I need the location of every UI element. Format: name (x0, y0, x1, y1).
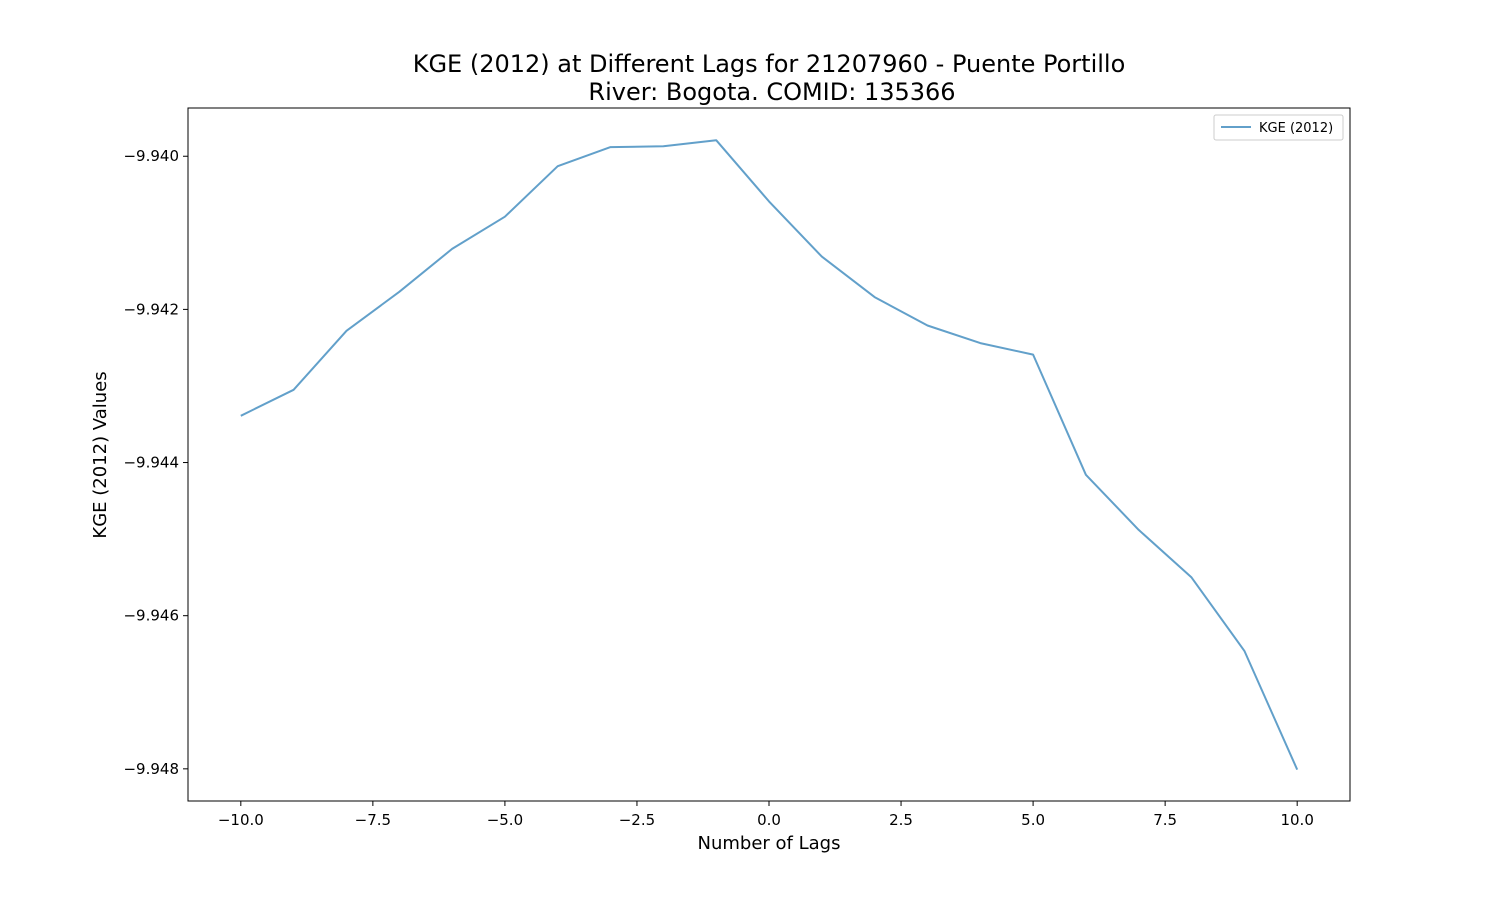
series-line-0 (240, 139, 1299, 771)
x-tick-label: 0.0 (757, 811, 781, 829)
y-tick-label: −9.942 (123, 300, 179, 318)
chart-title-line-1: KGE (2012) at Different Lags for 2120796… (413, 50, 1126, 78)
legend-label: KGE (2012) (1259, 121, 1333, 136)
x-axis: −10.0 −7.5 −5.0 −2.5 0.0 2.5 5.0 7.5 10.0 (218, 801, 1314, 829)
plot-frame (187, 107, 1351, 802)
x-tick-label: 10.0 (1280, 811, 1313, 829)
chart-title-line-2: River: Bogota. COMID: 135366 (588, 78, 955, 106)
legend-box (1213, 114, 1344, 141)
y-axis: −9.940 −9.942 −9.944 −9.946 −9.948 (123, 147, 188, 778)
y-tick-label: −9.946 (123, 607, 179, 625)
x-tick-label: −10.0 (218, 811, 264, 829)
y-tick-label: −9.940 (123, 147, 179, 165)
x-tick-label: 7.5 (1153, 811, 1177, 829)
x-axis-label: Number of Lags (698, 833, 841, 854)
x-tick-label: 2.5 (889, 811, 913, 829)
x-tick-label: −5.0 (487, 811, 523, 829)
legend: KGE (2012) (1213, 114, 1344, 141)
y-tick-label: −9.944 (123, 454, 179, 472)
x-tick-label: −2.5 (619, 811, 655, 829)
y-axis-label: KGE (2012) Values (90, 371, 111, 538)
x-tick-label: 5.0 (1021, 811, 1045, 829)
plot-area (240, 139, 1299, 771)
y-tick-label: −9.948 (123, 760, 179, 778)
x-tick-label: −7.5 (355, 811, 391, 829)
